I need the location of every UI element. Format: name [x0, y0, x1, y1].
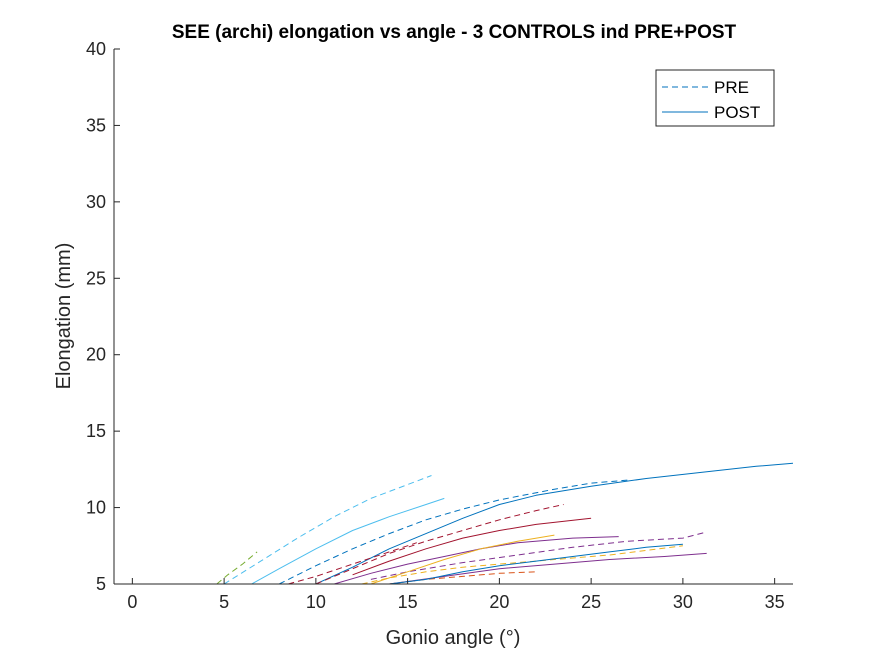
x-axis-label: Gonio angle (°)	[386, 627, 521, 649]
series-line-4	[278, 479, 628, 584]
y-axis-label: Elongation (mm)	[53, 243, 75, 390]
series-line-7	[352, 517, 592, 576]
y-tick-label: 25	[86, 268, 106, 288]
axes-background	[114, 49, 793, 584]
series-line-14	[389, 543, 683, 584]
x-ticks: 0 5 10 15 20 25 30 35	[127, 578, 785, 612]
y-tick-label: 30	[86, 192, 106, 212]
y-tick-label: 15	[86, 421, 106, 441]
series-line-1	[223, 475, 432, 584]
y-tick-label: 10	[86, 498, 106, 518]
series-line-5	[315, 462, 793, 584]
series-line-8	[370, 531, 707, 580]
legend-box	[655, 69, 775, 127]
x-tick-label: 35	[765, 592, 785, 612]
x-tick-label: 25	[581, 592, 601, 612]
chart-title: SEE (archi) elongation vs angle - 3 CONT…	[172, 22, 737, 43]
y-tick-label: 20	[86, 345, 106, 365]
x-tick-label: 0	[127, 592, 137, 612]
series-line-3	[216, 551, 258, 584]
plot-area: 0 5 10 15 20 25 30 35 5 10 15 20 25 30 35 40	[86, 39, 793, 612]
series-line-10	[389, 552, 707, 584]
series-line-15	[288, 542, 417, 584]
y-ticks: 5 10 15 20 25 30 35 40	[86, 39, 120, 594]
x-tick-label: 30	[673, 592, 693, 612]
x-tick-label: 5	[219, 592, 229, 612]
legend: PRE POST	[655, 69, 775, 127]
legend-label-pre: PRE	[714, 78, 749, 97]
series-layer	[216, 462, 793, 584]
legend-label-post: POST	[714, 103, 760, 122]
y-tick-label: 5	[96, 574, 106, 594]
y-tick-label: 40	[86, 39, 106, 59]
series-line-2	[251, 497, 445, 584]
series-line-9	[334, 536, 619, 584]
x-tick-label: 20	[489, 592, 509, 612]
x-tick-label: 10	[306, 592, 326, 612]
series-line-12	[370, 534, 555, 584]
x-tick-label: 15	[398, 592, 418, 612]
y-tick-label: 35	[86, 115, 106, 135]
